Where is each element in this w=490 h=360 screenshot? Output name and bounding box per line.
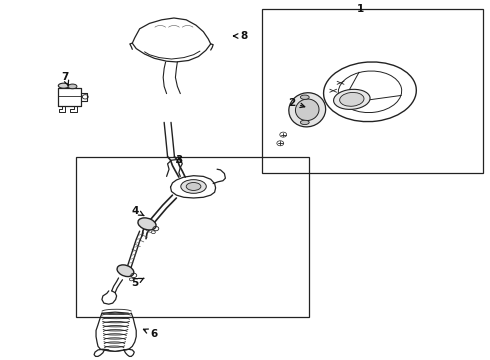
Ellipse shape: [68, 84, 77, 89]
Ellipse shape: [300, 120, 309, 125]
Text: 2: 2: [288, 98, 305, 108]
Ellipse shape: [138, 218, 156, 230]
Text: 8: 8: [234, 31, 247, 41]
Ellipse shape: [117, 265, 134, 276]
Ellipse shape: [186, 183, 201, 190]
Bar: [76, 157, 309, 317]
Ellipse shape: [340, 93, 364, 106]
Text: 1: 1: [357, 4, 364, 14]
Text: 4: 4: [131, 206, 144, 216]
Ellipse shape: [334, 89, 370, 109]
Text: 3: 3: [175, 155, 182, 165]
Ellipse shape: [181, 180, 206, 193]
Text: 5: 5: [131, 278, 144, 288]
Ellipse shape: [295, 99, 319, 121]
Text: 7: 7: [61, 72, 69, 85]
Ellipse shape: [300, 95, 309, 99]
Bar: [262, 9, 483, 173]
Ellipse shape: [289, 93, 326, 127]
Ellipse shape: [58, 83, 69, 88]
Text: 6: 6: [144, 329, 158, 339]
